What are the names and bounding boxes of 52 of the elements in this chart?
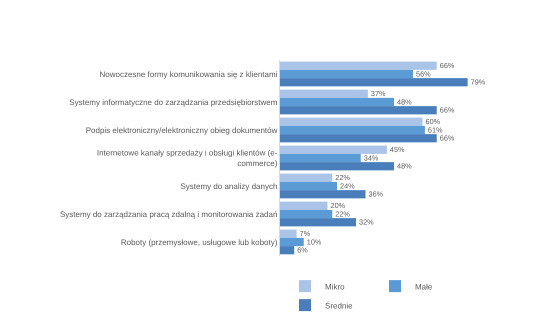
bar — [280, 62, 437, 70]
data-label: 32% — [359, 217, 374, 226]
data-label: 60% — [426, 117, 441, 126]
data-label: 22% — [335, 173, 350, 182]
legend-label: Małe — [415, 282, 433, 292]
data-label: 48% — [397, 97, 412, 106]
data-label: 7% — [300, 229, 311, 238]
data-label: 24% — [340, 181, 356, 190]
data-label: 79% — [470, 77, 486, 86]
data-label: 56% — [416, 69, 432, 78]
data-label: 61% — [428, 125, 444, 134]
legend-label: Mikro — [325, 282, 346, 292]
data-label: 37% — [370, 89, 386, 98]
bar — [280, 146, 387, 154]
data-label: 66% — [440, 105, 455, 114]
data-label: 34% — [364, 153, 379, 162]
data-label: 48% — [397, 161, 412, 170]
data-label: 22% — [335, 209, 350, 218]
data-label: 20% — [330, 201, 346, 210]
legend-label: Średnie — [325, 300, 354, 310]
data-label: 66% — [440, 133, 455, 142]
bar — [280, 118, 422, 126]
data-label: 6% — [297, 245, 308, 254]
data-label: 66% — [440, 61, 455, 70]
y-tick-label: Systemy do zarządzania pracą zdalną i monitorowania zadań — [60, 210, 278, 219]
bar — [280, 218, 356, 226]
bar — [280, 246, 294, 254]
bar — [280, 210, 332, 218]
y-tick-label: Internetowe kanały sprzedaży i obsługi klientów (e- commerce) — [96, 148, 278, 168]
bar — [280, 126, 425, 134]
bar — [280, 238, 304, 246]
bar — [280, 230, 297, 238]
bar — [280, 78, 468, 86]
y-tick-label: Nowoczesne formy komunikowania się z klientami — [100, 70, 278, 79]
data-label: 45% — [390, 145, 405, 154]
bar — [280, 154, 361, 162]
data-label: 36% — [368, 189, 384, 198]
bar — [280, 162, 394, 170]
bar — [280, 98, 394, 106]
bar — [280, 106, 437, 114]
y-tick-label: Roboty (przemysłowe, usługowe lub koboty) — [120, 238, 278, 247]
y-tick-label: Systemy do analizy danych — [180, 182, 278, 191]
bar — [280, 70, 413, 78]
bar — [280, 190, 366, 198]
bar — [280, 202, 328, 210]
y-tick-label: Podpis elektroniczny/elektroniczny obieg dokumentów — [86, 126, 278, 135]
bar — [280, 182, 337, 190]
bar — [280, 134, 437, 142]
y-tick-label: Systemy informatyczne do zarządzania przedsiębiorstwem — [69, 98, 278, 107]
data-label: 10% — [306, 237, 322, 246]
bar — [280, 90, 368, 98]
bar — [280, 174, 332, 182]
